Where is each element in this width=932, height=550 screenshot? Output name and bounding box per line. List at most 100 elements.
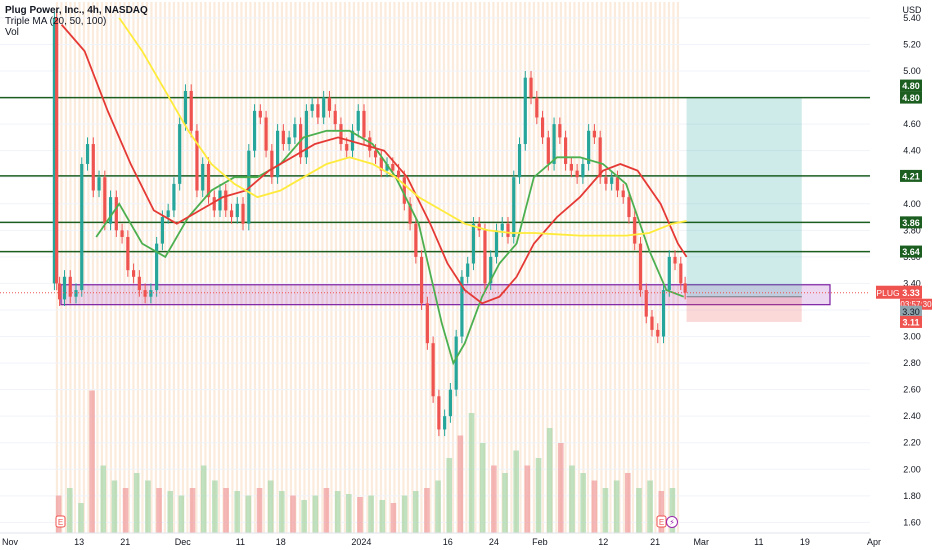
volume-bar — [100, 465, 107, 533]
session-stripe — [258, 2, 261, 533]
session-stripe — [411, 2, 414, 533]
session-stripe — [240, 2, 243, 533]
price-tick-label: 2.20 — [903, 438, 921, 448]
candle-body — [345, 144, 349, 151]
price-tick-label: 5.20 — [903, 39, 921, 49]
session-stripe — [316, 2, 320, 533]
time-tick-label: Dec — [175, 537, 192, 547]
candle-body — [287, 137, 291, 145]
volume-bar — [323, 488, 330, 533]
earnings-icon-label: E — [58, 518, 63, 527]
candle-body — [316, 104, 320, 118]
session-stripe — [514, 2, 518, 533]
session-stripe — [195, 2, 198, 533]
candle-body — [610, 177, 614, 184]
candle-body — [535, 97, 539, 118]
volume-bar — [89, 390, 95, 533]
volume-bar — [368, 495, 374, 533]
session-stripe — [573, 2, 576, 533]
volume-bar — [669, 488, 676, 533]
session-stripe — [123, 2, 126, 533]
session-stripe — [325, 2, 329, 533]
candle-body — [132, 270, 136, 277]
candle-body — [339, 124, 343, 145]
session-stripe — [501, 2, 504, 533]
session-stripe — [438, 2, 441, 533]
candle-body — [68, 276, 72, 297]
volume-bar — [290, 495, 296, 533]
session-stripe — [307, 2, 311, 533]
candle-body — [120, 230, 124, 237]
session-stripe — [69, 2, 72, 533]
candle-body — [460, 276, 464, 337]
ma-line-50 — [60, 24, 688, 305]
candle-body — [656, 329, 660, 337]
session-stripe — [150, 2, 153, 533]
session-stripe — [208, 2, 212, 533]
session-stripe — [672, 2, 675, 533]
candle-body — [276, 130, 280, 178]
session-stripe — [487, 2, 491, 533]
candle-body — [420, 256, 424, 304]
session-stripe — [510, 2, 513, 533]
candle-body — [489, 256, 493, 284]
candle-body — [57, 283, 62, 300]
volume-bar — [379, 500, 386, 533]
session-stripe — [267, 2, 270, 533]
candle-body — [80, 163, 84, 291]
candle-body — [575, 170, 579, 178]
volume-bar — [234, 491, 240, 533]
candle-body — [598, 137, 602, 178]
session-stripe — [109, 2, 113, 533]
volume-bar — [424, 488, 430, 533]
stop-tag-label: 3.11 — [902, 317, 919, 327]
candle-body — [310, 104, 314, 111]
volume-bar — [613, 480, 620, 533]
candle-body — [362, 110, 366, 138]
volume-bar — [357, 497, 363, 533]
volume-bar — [178, 495, 185, 533]
candle-body — [627, 197, 631, 218]
session-stripe — [235, 2, 239, 533]
volume-bar — [513, 450, 519, 533]
candle-body — [108, 197, 113, 224]
volume-bar — [256, 488, 263, 533]
time-tick-label: 11 — [236, 537, 245, 547]
session-stripe — [658, 2, 662, 533]
candle-body — [333, 110, 337, 125]
level-tag — [900, 216, 922, 229]
session-stripe — [73, 2, 77, 533]
price-tick-label: 2.80 — [903, 358, 921, 368]
volume-bar — [535, 458, 542, 533]
candle-body — [540, 117, 545, 138]
session-stripe — [609, 2, 612, 533]
session-stripe — [114, 2, 117, 533]
session-stripe — [582, 2, 585, 533]
candle-body — [592, 130, 596, 138]
session-stripe — [397, 2, 401, 533]
session-stripe — [537, 2, 540, 533]
session-stripe — [339, 2, 342, 533]
volume-bar — [647, 480, 653, 533]
price-tick-label: 5.40 — [903, 13, 921, 23]
session-stripe — [591, 2, 594, 533]
currency-label: USD — [902, 5, 922, 15]
candle-body — [621, 190, 625, 198]
earnings-icon — [656, 515, 667, 528]
time-tick-label: 18 — [276, 537, 286, 547]
time-tick-label: 2024 — [351, 537, 371, 547]
candle-body — [414, 223, 418, 257]
volume-bar — [145, 480, 151, 533]
session-stripe — [559, 2, 563, 533]
session-stripe — [532, 2, 536, 533]
volume-bar — [446, 458, 453, 533]
candle-body — [391, 163, 395, 171]
candle-body — [373, 150, 378, 158]
candle-body — [258, 110, 262, 118]
target-tag — [900, 79, 922, 92]
candle-body — [683, 283, 687, 293]
session-stripe — [429, 2, 432, 533]
candle-body — [166, 210, 170, 218]
volume-bar — [569, 465, 575, 533]
